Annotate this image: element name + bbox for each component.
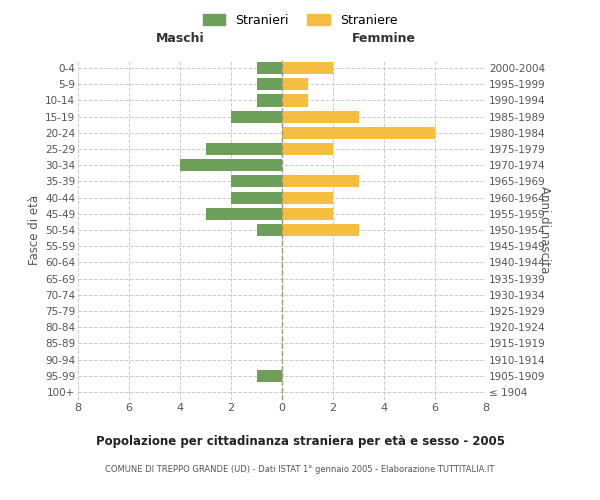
Text: Maschi: Maschi — [155, 32, 205, 45]
Bar — [206, 208, 282, 220]
Bar — [231, 110, 282, 122]
Bar — [282, 176, 359, 188]
Bar — [282, 127, 435, 139]
Bar — [231, 192, 282, 203]
Bar — [206, 143, 282, 155]
Bar — [257, 94, 282, 106]
Bar — [282, 224, 359, 236]
Bar — [257, 78, 282, 90]
Bar — [282, 62, 333, 74]
Bar — [257, 224, 282, 236]
Text: COMUNE DI TREPPO GRANDE (UD) - Dati ISTAT 1° gennaio 2005 - Elaborazione TUTTITA: COMUNE DI TREPPO GRANDE (UD) - Dati ISTA… — [106, 465, 494, 474]
Bar — [282, 94, 308, 106]
Bar — [282, 110, 359, 122]
Bar — [180, 159, 282, 172]
Bar — [282, 208, 333, 220]
Text: Femmine: Femmine — [352, 32, 416, 45]
Text: Popolazione per cittadinanza straniera per età e sesso - 2005: Popolazione per cittadinanza straniera p… — [95, 435, 505, 448]
Y-axis label: Fasce di età: Fasce di età — [28, 195, 41, 265]
Bar — [282, 192, 333, 203]
Legend: Stranieri, Straniere: Stranieri, Straniere — [197, 8, 403, 32]
Bar — [282, 78, 308, 90]
Bar — [257, 370, 282, 382]
Bar — [282, 143, 333, 155]
Bar — [257, 62, 282, 74]
Bar — [231, 176, 282, 188]
Y-axis label: Anni di nascita: Anni di nascita — [538, 186, 551, 274]
